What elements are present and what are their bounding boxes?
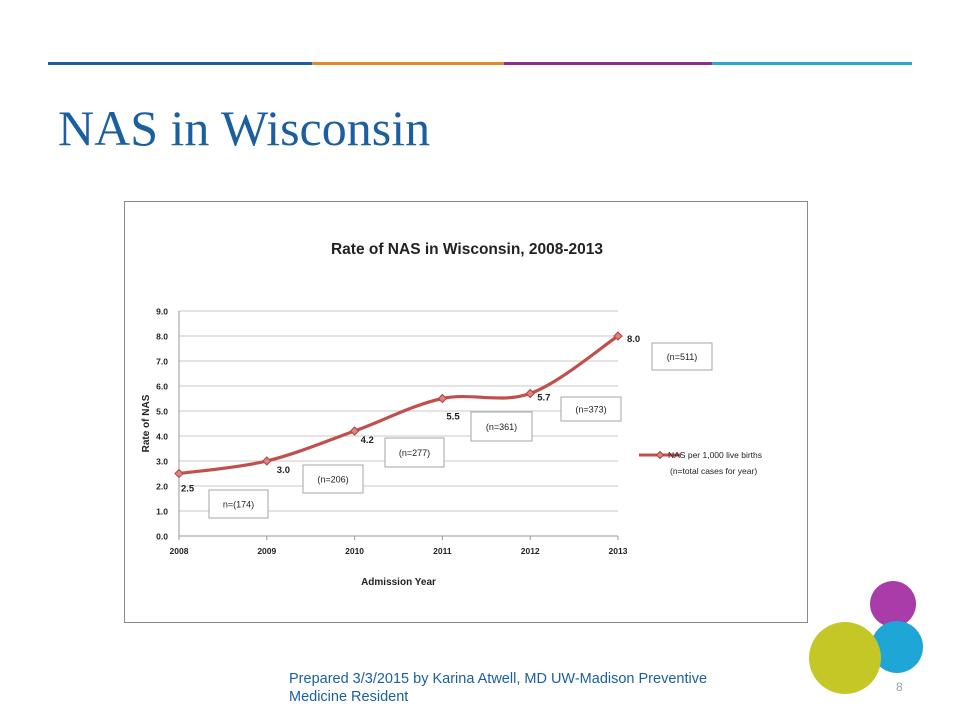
x-axis-title: Admission Year — [361, 577, 436, 588]
x-tick-label: 2010 — [345, 546, 364, 556]
legend-marker-swatch — [655, 450, 665, 460]
y-tick-label: 0.0 — [156, 532, 168, 542]
count-annotation-box — [651, 342, 713, 371]
accent-bar-purple — [504, 62, 712, 65]
page-number: 8 — [896, 680, 903, 694]
chart-title: Rate of NAS in Wisconsin, 2008-2013 — [331, 241, 603, 258]
data-value-label: 4.2 — [361, 435, 374, 446]
y-tick-label: 4.0 — [156, 432, 168, 442]
count-annotation-label: (n=361) — [486, 422, 517, 432]
decorative-circle-lime — [809, 622, 881, 694]
data-point-marker — [262, 456, 272, 466]
y-tick-label: 6.0 — [156, 382, 168, 392]
count-annotation-label: n=(174) — [223, 500, 254, 510]
data-point-marker — [613, 331, 623, 341]
count-annotation-label: (n=206) — [317, 475, 348, 485]
chart-frame: Rate of NAS in Wisconsin, 2008-2013 0.0 1.… — [124, 201, 808, 623]
y-tick-label: 7.0 — [156, 357, 168, 367]
x-tick-label: 2013 — [609, 546, 628, 556]
y-tick-label: 8.0 — [156, 332, 168, 342]
y-tick-label: 3.0 — [156, 457, 168, 467]
x-tick-label: 2008 — [170, 546, 189, 556]
count-annotation-box — [560, 396, 622, 422]
y-tick-label: 1.0 — [156, 507, 168, 517]
nas-rate-line-chart: Rate of NAS in Wisconsin, 2008-2013 0.0 1.… — [141, 241, 762, 588]
y-tick-label: 5.0 — [156, 407, 168, 417]
decorative-circle-purple — [870, 581, 916, 627]
count-annotation-label: (n=373) — [575, 405, 606, 415]
count-annotation-label: (n=511) — [667, 352, 698, 362]
legend-label-line1: NAS per 1,000 live births — [668, 450, 762, 460]
count-annotation-box — [470, 411, 533, 442]
count-annotation-box — [384, 437, 445, 468]
count-annotation-box — [302, 464, 364, 494]
legend-label-line2: (n=total cases for year) — [670, 466, 757, 476]
x-tick-label: 2012 — [521, 546, 540, 556]
data-point-marker — [525, 388, 535, 399]
count-annotation-box — [208, 489, 269, 519]
data-value-label: 5.7 — [537, 393, 550, 404]
data-point-marker — [437, 393, 448, 404]
data-point-marker — [174, 468, 184, 479]
y-axis-title: Rate of NAS — [141, 394, 152, 452]
count-annotation-label: (n=277) — [399, 448, 430, 458]
data-value-label: 8.0 — [627, 334, 640, 345]
x-tick-label: 2011 — [433, 546, 452, 556]
accent-bar-orange — [312, 62, 504, 65]
data-value-label: 2.5 — [181, 484, 195, 495]
y-tick-label: 9.0 — [156, 307, 168, 317]
footer-credit: Prepared 3/3/2015 by Karina Atwell, MD U… — [289, 671, 708, 705]
x-tick-label: 2009 — [257, 546, 276, 556]
data-point-marker — [349, 426, 360, 436]
accent-bar-blue — [48, 62, 312, 65]
y-tick-label: 2.0 — [156, 482, 168, 492]
series-line-nas-rate — [178, 334, 619, 476]
slide-title: NAS in Wisconsin — [58, 100, 431, 156]
accent-bar-cyan — [712, 62, 912, 65]
data-value-label: 5.5 — [446, 412, 460, 423]
data-value-label: 3.0 — [277, 465, 290, 476]
